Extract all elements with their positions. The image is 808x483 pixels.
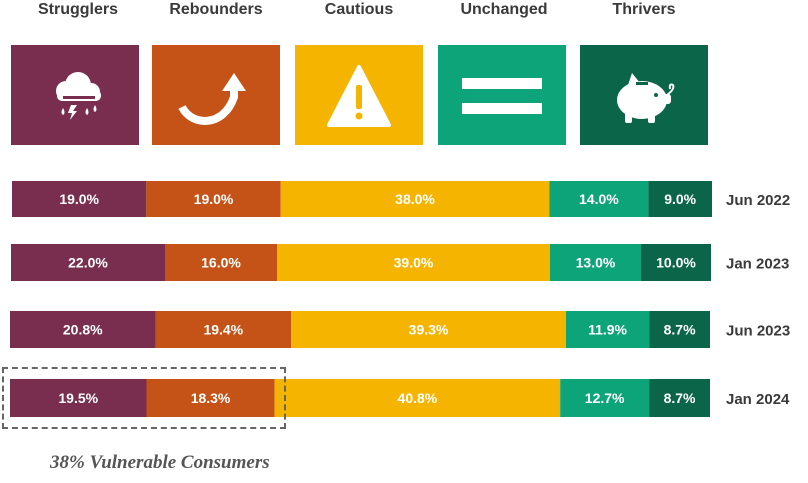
row-date-label-0: Jun 2022 [726,192,790,209]
bar-segment-cautious-1 [277,244,550,281]
warning-icon [327,65,391,127]
equals-icon [462,78,542,114]
storm-cloud-icon [56,72,101,120]
bar-value-label-strugglers-1: 22.0% [68,255,108,271]
bar-segment-cautious-2 [291,311,566,348]
unchanged-tile [438,45,566,145]
bar-segment-strugglers-0 [12,181,147,217]
segment-label-strugglers: Strugglers [37,1,118,18]
bar-value-label-thrivers-0: 9.0% [664,191,696,207]
segment-label-thrivers: Thrivers [612,1,676,18]
bar-segment-rebounders-1 [165,244,277,281]
bar-segment-unchanged-2 [565,311,650,348]
thrivers-tile [580,45,708,145]
row-date-label-3: Jan 2024 [726,391,790,408]
bar-value-label-unchanged-1: 13.0% [576,255,616,271]
bar-value-label-unchanged-2: 11.9% [588,322,627,338]
bar-segment-cautious-3 [274,379,561,417]
bar-value-label-thrivers-2: 8.7% [664,322,696,338]
bar-segment-unchanged-0 [549,181,649,217]
bar-segment-cautious-0 [280,181,550,217]
bar-segment-strugglers-2 [10,311,156,348]
cautious-tile [295,45,423,145]
bar-segment-thrivers-1 [641,244,711,281]
bar-value-label-thrivers-1: 10.0% [656,255,696,271]
bar-value-label-cautious-1: 39.0% [394,255,434,271]
bar-value-label-cautious-2: 39.3% [409,322,449,338]
bar-value-label-unchanged-0: 14.0% [579,191,619,207]
bar-value-label-unchanged-3: 12.7% [585,390,625,406]
segment-label-cautious: Cautious [324,1,394,18]
row-date-label-2: Jun 2023 [726,323,790,340]
bar-segment-strugglers-3 [10,379,147,417]
vulnerable-highlight-box [2,367,286,429]
bar-value-label-thrivers-3: 8.7% [664,390,696,406]
bar-value-label-rebounders-1: 16.0% [201,255,241,271]
bar-value-label-strugglers-0: 19.0% [59,191,99,207]
bar-segment-strugglers-1 [11,244,165,281]
bar-segment-thrivers-0 [648,181,712,217]
segment-label-unchanged: Unchanged [460,1,548,18]
footnote-vulnerable-consumers: 38% Vulnerable Consumers [50,452,270,473]
strugglers-tile [11,45,139,145]
bar-segment-unchanged-3 [560,379,650,417]
bar-value-label-strugglers-2: 20.8% [63,322,103,338]
bar-segment-rebounders-3 [146,379,275,417]
row-date-label-1: Jan 2023 [726,256,789,273]
bar-value-label-rebounders-2: 19.4% [203,322,243,338]
bar-value-label-cautious-3: 40.8% [398,390,438,406]
bar-segment-rebounders-0 [146,181,281,217]
rebound-arrow-icon [178,73,246,125]
bar-value-label-rebounders-3: 18.3% [191,390,231,406]
bar-segment-rebounders-2 [155,311,292,348]
bar-segment-thrivers-3 [649,379,710,417]
bar-segment-unchanged-1 [550,244,641,281]
segment-label-rebounders: Rebounders [169,1,263,18]
piggy-bank-icon [617,73,675,123]
bar-value-label-rebounders-0: 19.0% [194,191,234,207]
bar-value-label-cautious-0: 38.0% [395,191,435,207]
bar-segment-thrivers-2 [649,311,710,348]
bar-value-label-strugglers-3: 19.5% [58,390,98,406]
rebounders-tile [152,45,280,145]
